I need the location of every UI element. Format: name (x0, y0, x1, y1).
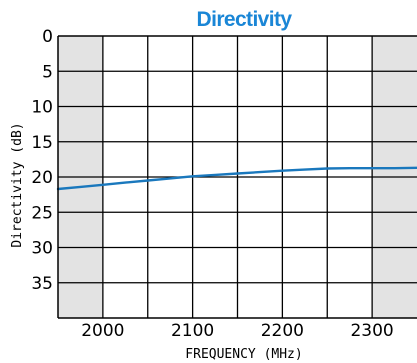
chart-title: Directivity (197, 8, 293, 31)
y-axis-label: Directivity (dB) (10, 122, 25, 247)
y-tick-label-15: 15 (31, 133, 53, 153)
x-tick-label-2000: 2000 (81, 321, 124, 341)
y-tick-label-20: 20 (31, 168, 53, 188)
grid-lines (58, 36, 417, 318)
x-tick-label-2300: 2300 (350, 321, 393, 341)
y-tick-label-0: 0 (42, 27, 53, 47)
tick-labels: 0 5 10 15 20 25 30 35 2000 2100 2200 2300 (31, 27, 393, 341)
series-line-0 (56, 166, 417, 191)
x-tick-label-2200: 2200 (261, 321, 304, 341)
y-tick-label-5: 5 (42, 62, 53, 82)
series-layer (56, 166, 417, 191)
y-tick-label-35: 35 (31, 274, 53, 294)
x-tick-label-2100: 2100 (171, 321, 214, 341)
y-tick-label-10: 10 (31, 98, 53, 118)
y-tick-label-30: 30 (31, 239, 53, 259)
plot-frame (57, 35, 417, 319)
x-axis-label: FREQUENCY (MHz) (185, 347, 302, 362)
y-tick-label-25: 25 (31, 203, 53, 223)
